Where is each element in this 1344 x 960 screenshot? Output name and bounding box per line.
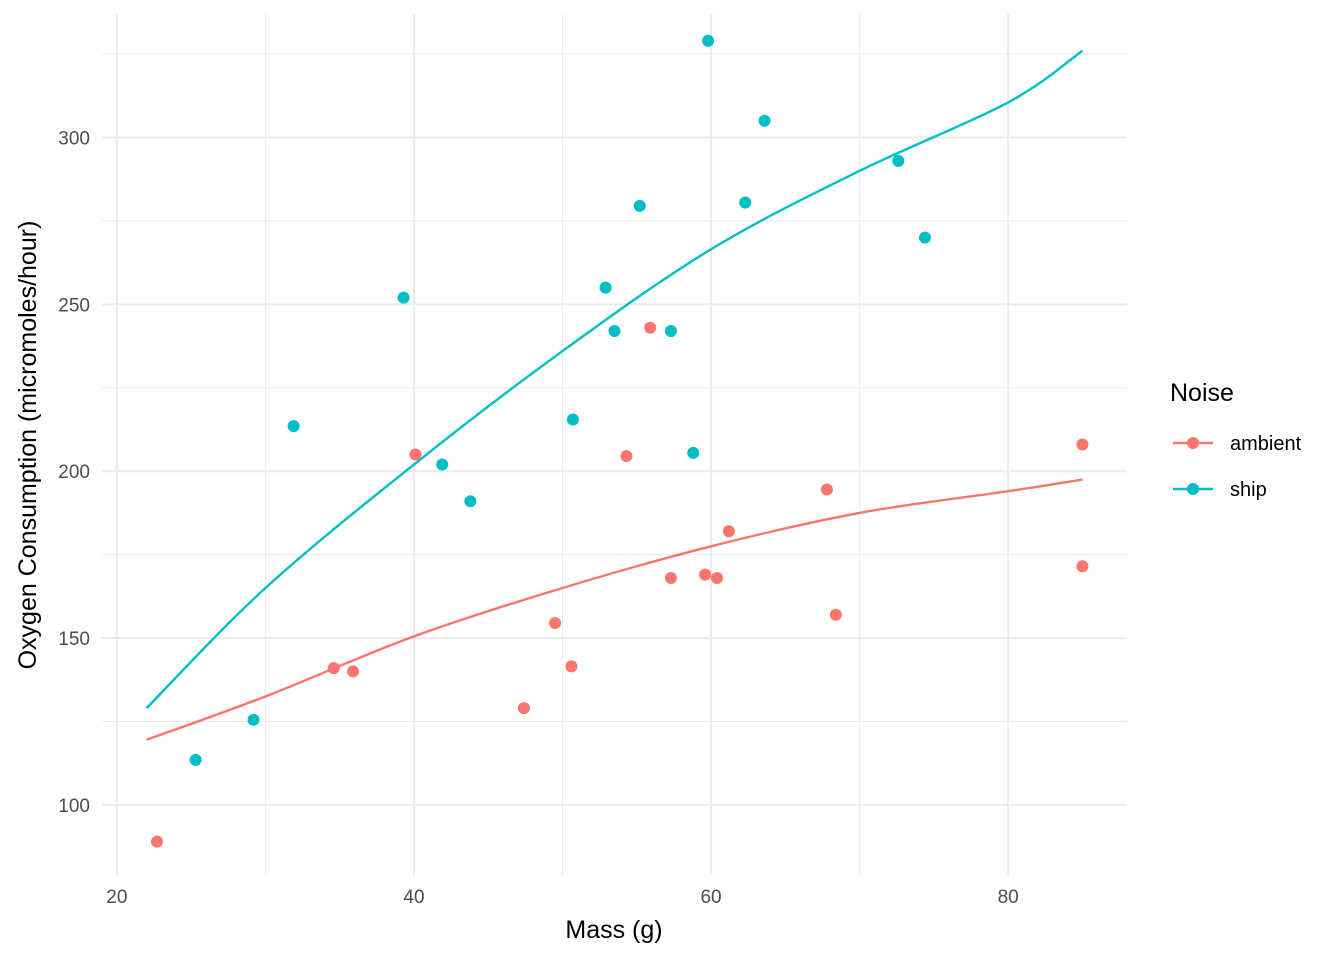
- major-gridlines: [102, 14, 1127, 875]
- y-axis-title: Oxygen Consumption (micromoles/hour): [14, 221, 42, 670]
- data-point-ambient: [829, 608, 842, 621]
- fit-line-ambient: [146, 478, 1083, 741]
- data-point-ambient: [1076, 560, 1089, 573]
- legend-entries: ambient ship: [1173, 433, 1302, 501]
- legend-title: Noise: [1170, 379, 1234, 407]
- data-point-ship: [397, 291, 410, 304]
- data-point-ship: [608, 325, 621, 338]
- data-point-ship: [687, 446, 700, 459]
- data-point-ship: [702, 34, 715, 47]
- data-point-ship: [758, 114, 771, 127]
- data-point-ship: [892, 154, 905, 167]
- y-axis-ticks: 100 150 200 250 300: [58, 128, 90, 816]
- x-tick-label: 40: [403, 887, 424, 908]
- legend-key-point-ambient: [1187, 437, 1199, 449]
- legend-label-ship: ship: [1230, 479, 1267, 501]
- x-tick-label: 80: [998, 887, 1019, 908]
- data-point-ambient: [150, 835, 163, 848]
- legend-label-ambient: ambient: [1230, 433, 1302, 455]
- data-point-ambient: [1076, 438, 1089, 451]
- x-axis-ticks: 20 40 60 80: [106, 887, 1018, 908]
- data-points: [150, 34, 1089, 848]
- y-tick-label: 150: [58, 629, 90, 650]
- data-point-ambient: [699, 568, 712, 581]
- data-point-ambient: [517, 702, 530, 715]
- data-point-ship: [247, 713, 260, 726]
- data-point-ambient: [327, 662, 340, 675]
- data-point-ambient: [620, 450, 633, 463]
- data-point-ship: [287, 420, 300, 433]
- y-tick-label: 200: [58, 462, 90, 483]
- data-point-ambient: [644, 321, 657, 334]
- data-point-ambient: [820, 483, 833, 496]
- data-point-ambient: [722, 525, 735, 538]
- data-point-ship: [599, 281, 612, 294]
- data-point-ambient: [409, 448, 422, 461]
- fit-lines: [145, 49, 1084, 741]
- data-point-ambient: [347, 665, 360, 678]
- data-point-ship: [189, 753, 202, 766]
- x-tick-label: 20: [106, 887, 127, 908]
- data-point-ambient: [711, 571, 723, 584]
- data-point-ambient: [565, 660, 578, 673]
- data-point-ambient: [664, 571, 677, 584]
- y-tick-label: 250: [58, 295, 90, 316]
- data-point-ship: [566, 413, 579, 426]
- data-point-ship: [436, 458, 449, 471]
- legend-key-point-ship: [1187, 483, 1199, 495]
- fit-line-ship: [145, 49, 1084, 709]
- data-point-ship: [633, 199, 646, 212]
- legend: Noise ambient ship: [1170, 379, 1302, 501]
- minor-gridlines: [102, 14, 1127, 875]
- y-tick-label: 300: [58, 128, 90, 149]
- data-point-ship: [739, 196, 752, 209]
- data-point-ship: [464, 495, 477, 508]
- data-point-ambient: [549, 617, 562, 630]
- data-point-ship: [918, 231, 931, 244]
- y-tick-label: 100: [58, 796, 90, 817]
- x-tick-label: 60: [700, 887, 721, 908]
- x-axis-title: Mass (g): [565, 916, 662, 944]
- data-point-ship: [664, 325, 677, 338]
